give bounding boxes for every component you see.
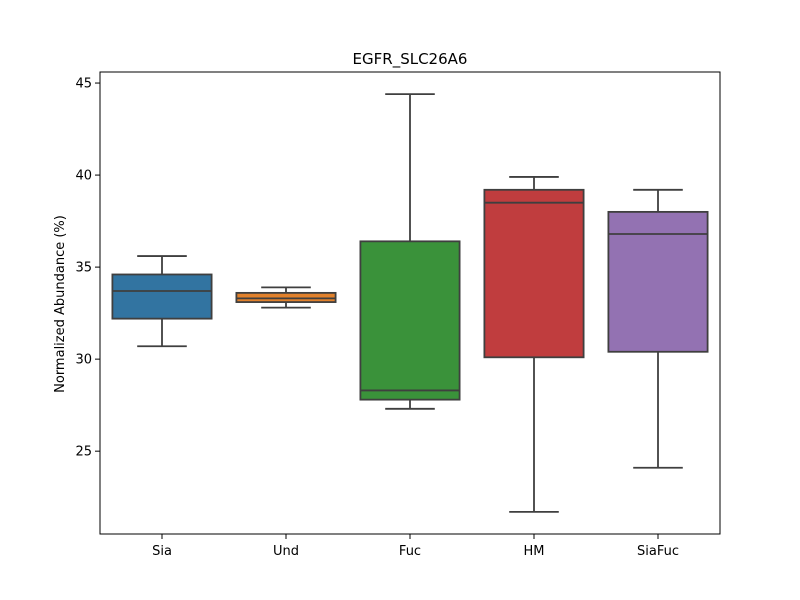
y-tick-label: 45 [75, 77, 92, 92]
box-sia [111, 255, 213, 348]
y-axis-ticks: 25 30 35 40 45 [75, 77, 100, 460]
iqr-box [359, 240, 461, 401]
x-tick-label: SiaFuc [637, 544, 679, 559]
y-tick-label: 35 [75, 261, 92, 276]
y-tick-label: 40 [75, 169, 92, 184]
chart-title: EGFR_SLC26A6 [353, 50, 468, 69]
y-axis-label: Normalized Abundance (%) [53, 215, 68, 393]
x-tick-label: HM [524, 544, 545, 559]
box-siafuc [607, 188, 709, 469]
box-hm [483, 176, 585, 513]
x-tick-label: Fuc [399, 544, 421, 559]
iqr-box [111, 273, 213, 320]
iqr-box [235, 291, 337, 303]
x-tick-label: Sia [152, 544, 172, 559]
box-fuc [359, 93, 461, 410]
x-tick-label: Und [273, 544, 299, 559]
iqr-box [607, 210, 709, 353]
axes-frame [99, 71, 721, 535]
boxes-group [111, 93, 709, 513]
box-und [235, 286, 337, 309]
iqr-box [483, 188, 585, 359]
x-axis-ticks: Sia Und Fuc HM SiaFuc [152, 534, 679, 559]
y-tick-label: 25 [75, 445, 92, 460]
y-tick-label: 30 [75, 353, 92, 368]
